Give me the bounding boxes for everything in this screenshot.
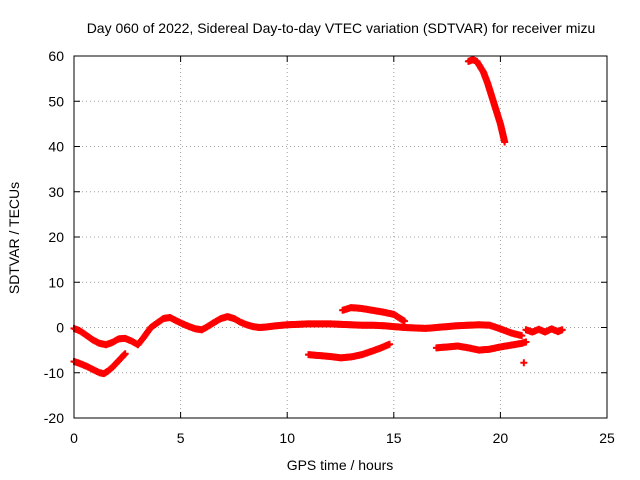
y-tick-label: 0 <box>56 320 64 336</box>
data-point <box>518 332 526 340</box>
data-points <box>70 56 566 378</box>
y-tick-label: 10 <box>48 274 64 290</box>
y-tick-label: 60 <box>48 48 64 64</box>
series-track-high-arc <box>464 56 509 146</box>
data-point <box>400 317 408 325</box>
data-point <box>501 138 509 146</box>
series-track-midday-low <box>305 340 394 362</box>
data-point <box>386 340 394 348</box>
series-track-evening-low <box>432 338 530 354</box>
x-tick-label: 5 <box>177 430 185 446</box>
y-tick-label: 40 <box>48 139 64 155</box>
y-tick-label: -10 <box>44 365 64 381</box>
y-axis-label: SDTVAR / TECUs <box>6 182 22 294</box>
y-tick-label: 30 <box>48 184 64 200</box>
y-tick-label: -20 <box>44 410 64 426</box>
y-tick-label: 50 <box>48 93 64 109</box>
data-point <box>522 338 530 346</box>
x-tick-label: 25 <box>599 430 615 446</box>
series-track-midday-high <box>339 304 408 325</box>
tick-labels: 0 5 10 15 20 25 -20 -10 0 10 20 30 40 50 60 <box>44 48 615 446</box>
data-point <box>558 326 566 334</box>
x-tick-label: 0 <box>70 430 78 446</box>
series-track-late-cluster <box>522 325 566 336</box>
y-tick-label: 20 <box>48 229 64 245</box>
plot-frame <box>73 55 608 419</box>
chart-title: Day 060 of 2022, Sidereal Day-to-day VTE… <box>87 20 596 36</box>
series-track-main-low <box>70 313 526 349</box>
data-point <box>121 350 129 358</box>
series-track-isolated <box>520 359 528 367</box>
x-axis-label: GPS time / hours <box>287 457 394 473</box>
x-tick-label: 10 <box>279 430 295 446</box>
x-tick-label: 20 <box>493 430 509 446</box>
data-point <box>520 359 528 367</box>
series-track-low-arc <box>70 350 129 378</box>
x-tick-label: 15 <box>386 430 402 446</box>
